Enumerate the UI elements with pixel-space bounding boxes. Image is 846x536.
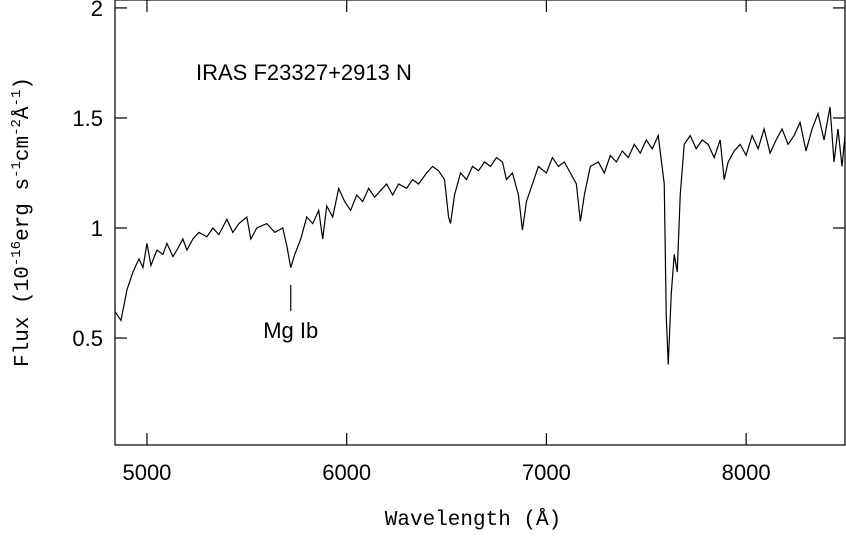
y-label-part: cm xyxy=(12,136,35,161)
y-axis-label: Flux (10-16erg s-1cm-2Å-1) xyxy=(9,77,35,367)
y-label-part: Å xyxy=(12,106,35,119)
y-label-sup: -1 xyxy=(9,90,25,107)
y-tick-label: 0.5 xyxy=(72,326,103,351)
plot-frame xyxy=(114,0,846,446)
x-tick-label: 8000 xyxy=(722,460,771,485)
x-tick-label: 5000 xyxy=(122,460,171,485)
y-label-sup: -1 xyxy=(9,161,25,178)
y-tick-label: 2 xyxy=(91,0,103,21)
y-label-sup: -2 xyxy=(9,119,25,136)
x-tick-label: 6000 xyxy=(322,460,371,485)
x-axis-label: Wavelength (Å) xyxy=(385,509,561,532)
annotation-title: IRAS F23327+2913 N xyxy=(196,60,412,85)
spectrum-line xyxy=(114,106,846,365)
y-label-part: ) xyxy=(12,77,35,90)
y-label-sup: -16 xyxy=(9,241,25,266)
annotation-label: Mg Ib xyxy=(263,318,318,343)
x-tick-label: 7000 xyxy=(522,460,571,485)
y-tick-label: 1.5 xyxy=(72,106,103,131)
y-label-part: Flux (10 xyxy=(12,266,35,367)
y-label-part: erg s xyxy=(12,178,35,241)
y-tick-label: 1 xyxy=(91,216,103,241)
